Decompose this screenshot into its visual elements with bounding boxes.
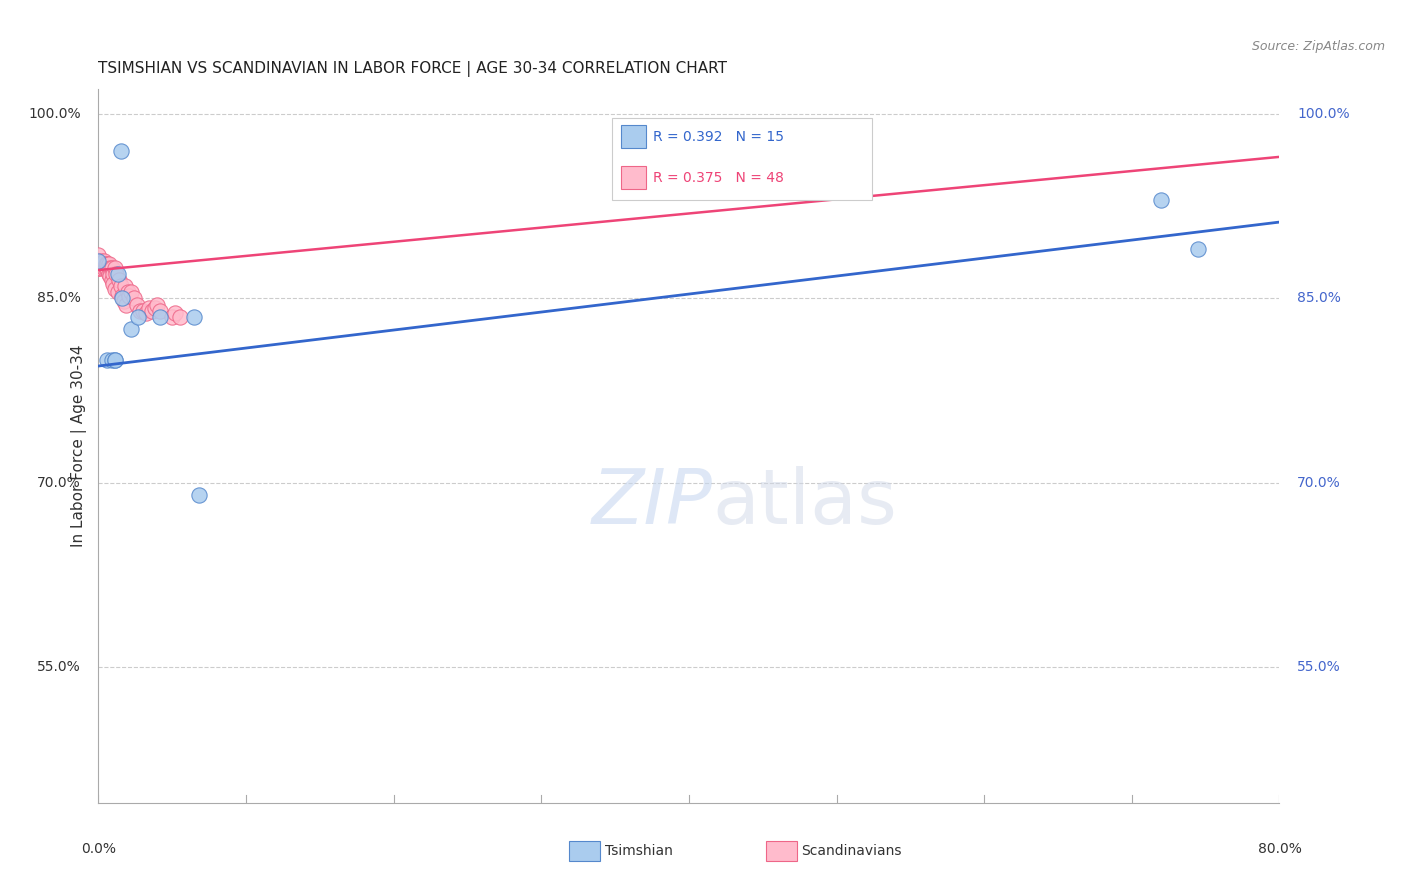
Point [132, 303, 155, 318]
Point [87, 260, 110, 275]
Point [87, 254, 110, 268]
Point [114, 279, 136, 293]
Text: 55.0%: 55.0% [1298, 660, 1341, 674]
Point [110, 279, 132, 293]
Point [98, 269, 121, 284]
Point [93, 260, 115, 275]
Point [87, 254, 110, 268]
Point [103, 277, 125, 291]
Point [143, 301, 166, 316]
Point [183, 310, 205, 324]
Text: Scandinavians: Scandinavians [801, 844, 901, 858]
Point [120, 322, 142, 336]
Text: Tsimshian: Tsimshian [605, 844, 672, 858]
Point [96, 260, 118, 275]
Point [118, 289, 141, 303]
Point [100, 260, 122, 275]
Text: Source: ZipAtlas.com: Source: ZipAtlas.com [1251, 40, 1385, 54]
Point [96, 352, 118, 367]
Point [104, 260, 127, 275]
Text: 70.0%: 70.0% [37, 476, 80, 490]
Point [91, 257, 114, 271]
Point [107, 267, 129, 281]
Text: TSIMSHIAN VS SCANDINAVIAN IN LABOR FORCE | AGE 30-34 CORRELATION CHART: TSIMSHIAN VS SCANDINAVIAN IN LABOR FORCE… [98, 61, 727, 77]
Point [87, 260, 110, 275]
Point [90, 260, 112, 275]
Point [141, 303, 163, 318]
Point [104, 352, 127, 367]
Text: 80.0%: 80.0% [1257, 842, 1302, 856]
Point [122, 291, 145, 305]
Point [96, 257, 118, 271]
Text: 55.0%: 55.0% [37, 660, 80, 674]
Point [162, 310, 183, 324]
Point [103, 267, 125, 281]
Point [100, 352, 122, 367]
Text: R = 0.375   N = 48: R = 0.375 N = 48 [652, 170, 783, 185]
Point [97, 267, 120, 281]
Point [110, 144, 132, 158]
Point [117, 285, 139, 300]
Text: 100.0%: 100.0% [28, 107, 80, 120]
Point [105, 267, 128, 281]
Point [93, 254, 115, 268]
Text: atlas: atlas [713, 467, 897, 540]
Point [112, 293, 135, 308]
Point [1150, 193, 1173, 207]
Point [97, 257, 120, 271]
Point [146, 297, 169, 311]
Point [98, 260, 121, 275]
Point [87, 248, 110, 262]
Point [169, 310, 191, 324]
Point [187, 488, 209, 502]
Text: 0.0%: 0.0% [82, 842, 115, 856]
Point [90, 254, 112, 268]
Text: 100.0%: 100.0% [1298, 107, 1350, 120]
Point [128, 303, 150, 318]
Point [165, 306, 187, 320]
Y-axis label: In Labor Force | Age 30-34: In Labor Force | Age 30-34 [72, 344, 87, 548]
Point [111, 291, 134, 305]
Text: ZIP: ZIP [592, 467, 713, 540]
Point [115, 297, 138, 311]
Point [94, 260, 117, 275]
Point [107, 285, 129, 300]
Point [135, 306, 157, 320]
Point [104, 352, 127, 367]
Point [87, 254, 110, 268]
Point [138, 301, 160, 316]
Point [100, 273, 122, 287]
Point [111, 289, 134, 303]
Text: 70.0%: 70.0% [1298, 476, 1341, 490]
Point [1187, 242, 1209, 256]
Point [108, 273, 131, 287]
Text: 85.0%: 85.0% [1298, 292, 1341, 305]
Point [127, 310, 149, 324]
Point [149, 310, 172, 324]
Point [104, 281, 127, 295]
Point [120, 285, 142, 300]
Text: 85.0%: 85.0% [37, 292, 80, 305]
Text: R = 0.392   N = 15: R = 0.392 N = 15 [652, 129, 785, 144]
Point [125, 297, 148, 311]
Point [149, 303, 172, 318]
Point [94, 257, 117, 271]
